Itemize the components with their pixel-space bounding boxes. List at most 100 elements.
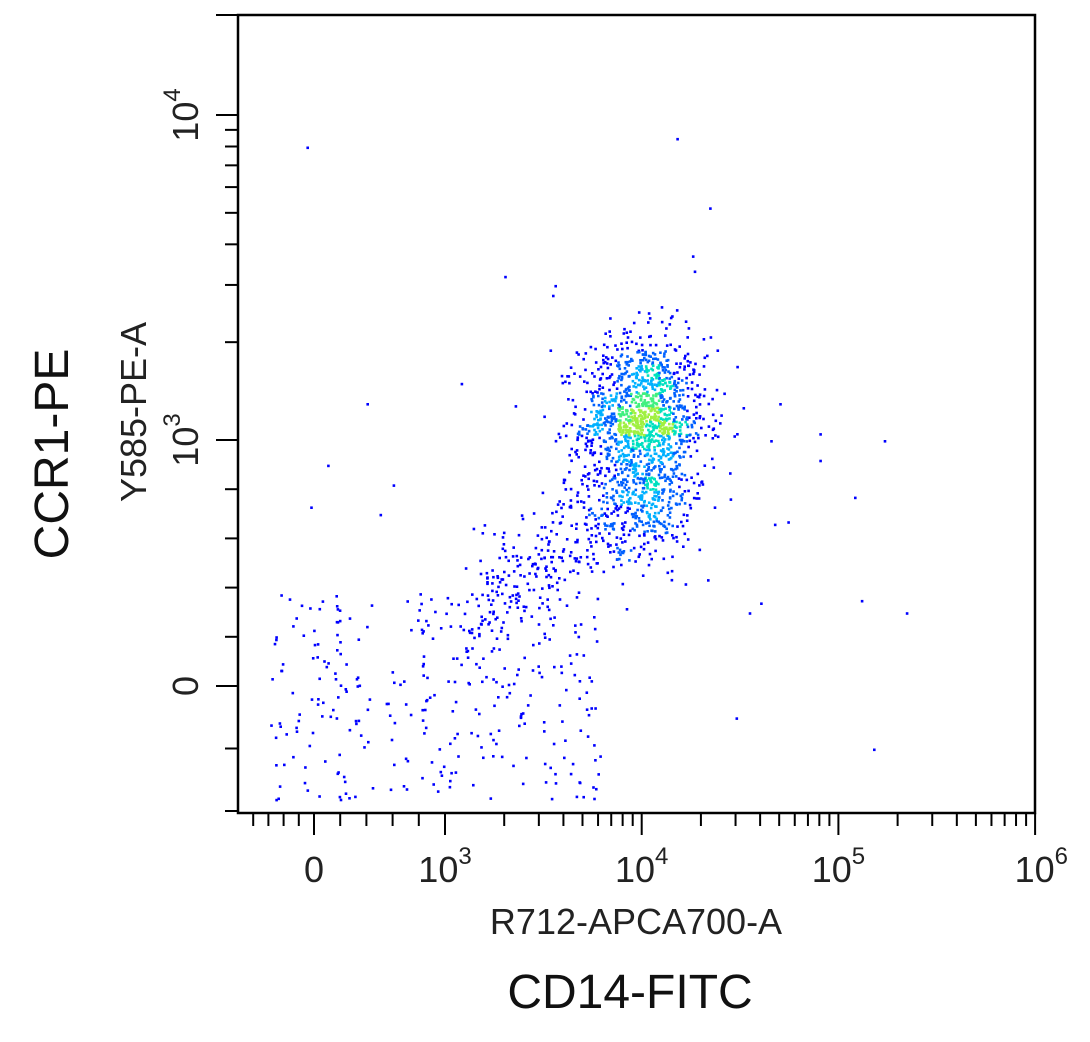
data-point [685, 376, 688, 380]
data-point [584, 352, 588, 355]
data-point [604, 396, 607, 400]
data-point [519, 617, 523, 620]
data-point [317, 698, 320, 701]
data-point [685, 435, 689, 438]
data-point [271, 678, 274, 681]
data-point [543, 556, 546, 560]
data-point [669, 387, 672, 390]
data-point [335, 605, 339, 608]
data-point [666, 453, 670, 456]
data-point [602, 539, 605, 543]
data-point [422, 630, 425, 633]
data-point [508, 595, 512, 599]
data-point [615, 504, 619, 508]
data-point [593, 451, 596, 455]
data-point [641, 404, 644, 408]
data-point [634, 514, 637, 518]
y-axis-ticks [216, 14, 238, 812]
data-point [642, 401, 645, 404]
data-point [650, 434, 653, 437]
data-point [656, 434, 660, 437]
data-point [634, 522, 637, 525]
data-point [681, 406, 684, 410]
data-point [499, 630, 503, 633]
data-point [662, 453, 665, 457]
data-point [650, 407, 654, 410]
data-point [619, 505, 623, 509]
data-point [569, 570, 572, 574]
data-point [647, 382, 650, 385]
data-point [586, 549, 589, 552]
data-point [583, 380, 586, 383]
data-point [418, 609, 421, 612]
data-point [486, 581, 489, 584]
data-point [599, 755, 602, 758]
data-point [568, 654, 572, 657]
data-point [515, 601, 518, 605]
data-point [578, 425, 582, 428]
data-point [518, 595, 521, 598]
data-point [671, 315, 674, 318]
data-point [647, 401, 650, 404]
data-point [637, 437, 641, 440]
data-point [655, 406, 658, 410]
data-point [611, 456, 615, 460]
data-point [594, 361, 598, 364]
data-point [637, 555, 641, 559]
data-point [643, 402, 646, 406]
data-point [393, 721, 397, 725]
data-point [662, 557, 666, 561]
data-point [621, 347, 624, 351]
data-point [748, 612, 752, 615]
data-point [295, 726, 298, 730]
data-point [584, 475, 587, 478]
data-point [662, 450, 666, 453]
data-point [641, 506, 645, 509]
data-point [628, 460, 631, 464]
data-point [436, 790, 440, 793]
data-point [654, 488, 658, 492]
data-point [643, 387, 646, 391]
data-point [648, 516, 651, 519]
data-point [562, 478, 566, 482]
data-point [671, 423, 675, 426]
data-point [614, 418, 618, 421]
data-point [613, 502, 616, 505]
data-point [641, 487, 645, 490]
data-point [678, 365, 682, 369]
data-point [648, 439, 652, 442]
data-point [569, 487, 573, 491]
data-point [600, 401, 604, 404]
data-point [615, 387, 619, 390]
data-point [496, 575, 499, 578]
data-point [639, 436, 643, 439]
data-point [658, 521, 662, 525]
data-point [680, 442, 683, 446]
data-point [678, 404, 682, 407]
data-point [523, 656, 526, 660]
data-point [472, 783, 475, 787]
data-point [694, 393, 697, 397]
data-point [624, 439, 628, 443]
data-point [661, 383, 665, 386]
data-point [635, 405, 639, 408]
data-point [518, 724, 521, 728]
data-point [654, 505, 657, 508]
data-point [623, 424, 626, 428]
data-point [586, 735, 590, 738]
data-point [281, 663, 285, 666]
data-point [587, 495, 591, 498]
data-point [445, 612, 448, 616]
data-point [625, 425, 629, 428]
data-point [645, 434, 648, 437]
data-point [552, 567, 555, 570]
data-point [622, 372, 626, 376]
data-point [642, 353, 645, 356]
data-point [550, 529, 553, 533]
data-point [683, 405, 686, 409]
data-point [620, 375, 624, 379]
data-point [628, 464, 632, 467]
data-point [538, 596, 542, 599]
data-point [576, 491, 580, 494]
data-point [678, 405, 682, 409]
